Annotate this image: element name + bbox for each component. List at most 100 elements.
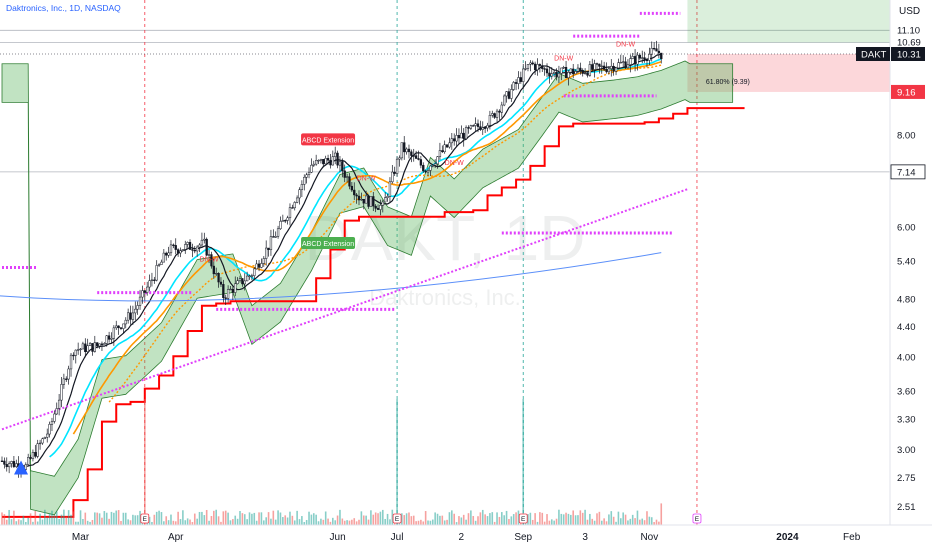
- candle[interactable]: [538, 63, 542, 73]
- candle[interactable]: [122, 323, 125, 334]
- candle[interactable]: [581, 68, 584, 77]
- candle[interactable]: [50, 417, 54, 432]
- candle[interactable]: [46, 428, 49, 443]
- candle[interactable]: [267, 247, 270, 257]
- candle[interactable]: [453, 133, 456, 146]
- candle[interactable]: [510, 84, 513, 102]
- candle[interactable]: [112, 325, 116, 346]
- candle[interactable]: [486, 122, 489, 132]
- candle[interactable]: [441, 145, 444, 153]
- abcd-extension-label[interactable]: ABCD Extension: [301, 133, 356, 146]
- candle[interactable]: [57, 394, 61, 416]
- candle[interactable]: [626, 59, 630, 69]
- candle[interactable]: [150, 272, 154, 287]
- candle[interactable]: [276, 225, 280, 239]
- candle[interactable]: [519, 71, 522, 84]
- candle[interactable]: [657, 43, 661, 59]
- candle[interactable]: [3, 457, 6, 469]
- candle[interactable]: [310, 158, 313, 174]
- candle[interactable]: [0, 456, 4, 462]
- candle[interactable]: [24, 462, 27, 471]
- candle[interactable]: [305, 172, 308, 184]
- candle[interactable]: [191, 243, 194, 258]
- candle[interactable]: [126, 308, 130, 324]
- candle[interactable]: [234, 276, 237, 297]
- candle[interactable]: [174, 238, 177, 255]
- candle[interactable]: [384, 192, 387, 203]
- candle[interactable]: [645, 57, 649, 68]
- candle[interactable]: [241, 278, 244, 287]
- candle[interactable]: [648, 47, 651, 66]
- candle[interactable]: [60, 377, 63, 408]
- candle[interactable]: [619, 54, 622, 64]
- candle[interactable]: [460, 125, 463, 139]
- candle[interactable]: [65, 376, 68, 382]
- candle[interactable]: [253, 267, 256, 281]
- candle[interactable]: [376, 204, 380, 210]
- candle[interactable]: [455, 128, 458, 147]
- currency-label[interactable]: USD: [899, 6, 920, 17]
- candle[interactable]: [467, 125, 470, 134]
- candle[interactable]: [148, 274, 151, 292]
- candle[interactable]: [129, 305, 132, 325]
- candle[interactable]: [367, 194, 370, 209]
- candle[interactable]: [610, 59, 613, 77]
- candle[interactable]: [143, 290, 146, 301]
- candle[interactable]: [600, 60, 603, 74]
- candle[interactable]: [115, 320, 118, 331]
- candle[interactable]: [336, 150, 339, 169]
- candle[interactable]: [31, 449, 35, 462]
- earnings-marker[interactable]: E: [140, 513, 150, 524]
- candle[interactable]: [438, 142, 442, 160]
- candle[interactable]: [353, 182, 356, 200]
- candle[interactable]: [398, 155, 401, 167]
- candle[interactable]: [74, 349, 77, 364]
- candle[interactable]: [388, 177, 392, 203]
- candle[interactable]: [269, 229, 273, 256]
- candle[interactable]: [617, 58, 620, 70]
- candle[interactable]: [550, 67, 553, 80]
- candle[interactable]: [100, 341, 104, 351]
- candle[interactable]: [179, 247, 182, 258]
- candle[interactable]: [345, 173, 349, 183]
- candle[interactable]: [431, 164, 434, 168]
- candle[interactable]: [5, 457, 8, 472]
- candle[interactable]: [591, 58, 594, 72]
- earnings-marker[interactable]: E: [518, 513, 528, 524]
- candle[interactable]: [357, 190, 361, 206]
- candle[interactable]: [62, 373, 66, 389]
- candle[interactable]: [536, 58, 539, 76]
- candle[interactable]: [338, 155, 342, 173]
- candle[interactable]: [165, 251, 168, 261]
- candle[interactable]: [307, 167, 311, 179]
- candle[interactable]: [493, 112, 496, 119]
- candle[interactable]: [655, 40, 658, 52]
- signal-triangle[interactable]: [14, 460, 29, 475]
- candle[interactable]: [457, 128, 461, 144]
- candle[interactable]: [491, 110, 494, 118]
- candle[interactable]: [553, 70, 556, 78]
- candle[interactable]: [362, 198, 365, 210]
- candle[interactable]: [322, 159, 325, 168]
- candle[interactable]: [105, 335, 108, 347]
- candle[interactable]: [79, 347, 82, 356]
- candle[interactable]: [176, 248, 180, 257]
- candle[interactable]: [124, 317, 127, 329]
- candle[interactable]: [153, 276, 156, 284]
- candle[interactable]: [533, 61, 537, 76]
- candle[interactable]: [410, 149, 413, 163]
- candle[interactable]: [400, 142, 403, 161]
- candle[interactable]: [317, 159, 320, 164]
- candle[interactable]: [88, 342, 92, 346]
- candle[interactable]: [422, 162, 425, 174]
- candle[interactable]: [34, 444, 37, 459]
- candle[interactable]: [260, 258, 263, 269]
- candle[interactable]: [303, 174, 306, 191]
- candle[interactable]: [405, 147, 408, 155]
- candle[interactable]: [343, 164, 346, 183]
- candle[interactable]: [181, 249, 185, 252]
- candle[interactable]: [217, 272, 220, 288]
- candle[interactable]: [445, 144, 449, 149]
- candle[interactable]: [395, 156, 399, 177]
